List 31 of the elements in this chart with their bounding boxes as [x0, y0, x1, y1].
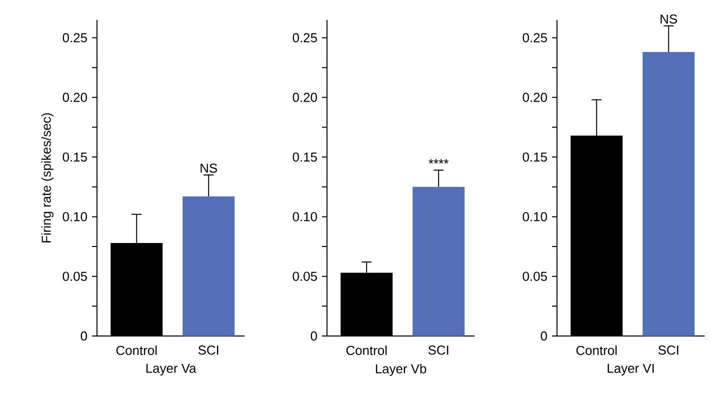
x-tick-label: SCI	[658, 346, 678, 355]
y-tick-label: 0	[540, 331, 547, 341]
y-tick-label: 0.10	[62, 212, 87, 222]
x-tick-label: SCI	[198, 346, 218, 355]
y-tick-label: 0.05	[522, 272, 547, 281]
y-tick-label: 0.20	[62, 92, 87, 102]
y-tick-label: 0.25	[292, 33, 317, 42]
y-tick-label: 0.05	[292, 272, 317, 281]
y-tick-label: 0.15	[292, 152, 317, 162]
annotation: NS	[660, 14, 678, 24]
y-tick-label: 0.20	[522, 92, 547, 102]
x-tick-label: Control	[346, 346, 387, 356]
x-axis-title: Layer Vb	[376, 364, 426, 376]
y-axis-title: Firing rate (spikes/sec)	[41, 113, 54, 242]
y-tick-label: 0.15	[62, 152, 87, 162]
x-tick-label: Control	[116, 346, 157, 356]
annotation: ****	[428, 159, 448, 164]
y-tick-label: 0.20	[292, 92, 317, 102]
y-tick-label: 0.25	[522, 33, 547, 42]
x-tick-label: SCI	[428, 346, 448, 355]
x-axis-title: Layer Va	[146, 364, 196, 376]
y-tick-label: 0	[80, 331, 87, 341]
y-tick-label: 0.25	[62, 33, 87, 42]
x-tick-label: Control	[576, 346, 617, 356]
x-axis-title: Layer VI	[608, 364, 654, 376]
y-tick-label: 0.10	[292, 212, 317, 222]
y-tick-label: 0	[310, 331, 317, 341]
annotation: NS	[200, 164, 218, 173]
y-tick-label: 0.10	[522, 212, 547, 222]
y-tick-label: 0.15	[522, 152, 547, 162]
y-tick-label: 0.05	[62, 272, 87, 281]
